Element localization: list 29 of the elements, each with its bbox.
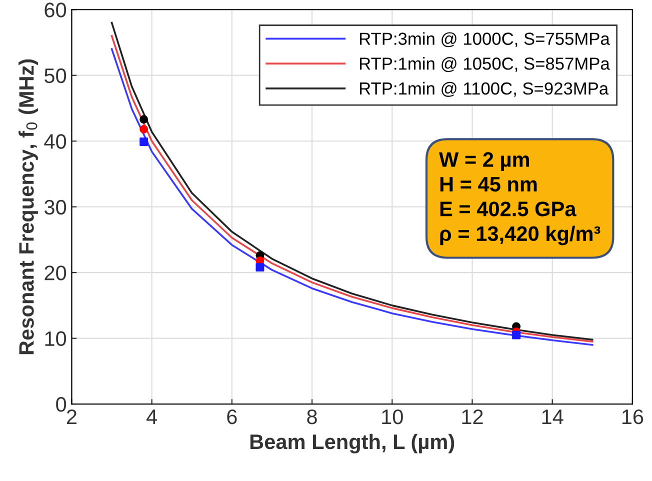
x-tick-label: 2 (66, 409, 76, 424)
legend-label: RTP:3min @ 1000C, S=755MPa (360, 32, 610, 48)
y-tick-label: 0 (56, 397, 66, 412)
x-tick-label: 16 (622, 409, 644, 424)
x-tick-label: 8 (307, 409, 317, 424)
point (512, 330, 521, 340)
point (140, 138, 148, 146)
x-tick-label: 4 (146, 410, 158, 424)
y-axis-title: Resonant Frequency, f$_{0}$ (MHz) (18, 59, 38, 354)
y-tick-label: 20 (44, 266, 66, 280)
legend-label: RTP:1min @ 1100C, S=923MPa (360, 82, 609, 97)
point (256, 263, 264, 272)
x-axis-title: Beam Length, L (µm) (250, 434, 454, 454)
x-tick-label: 10 (382, 409, 403, 424)
x-tick-label: 14 (542, 410, 564, 424)
y-tick-label: 30 (44, 200, 66, 215)
point (140, 125, 148, 134)
y-tick-label: 10 (45, 331, 66, 346)
x-tick-label: 12 (462, 409, 483, 424)
legend-label: RTP:1min @ 1050C, S=857MPa (360, 57, 610, 72)
y-tick-label: 60 (44, 2, 66, 18)
y-tick-label: 40 (44, 134, 66, 149)
annotation: E = 402.5 GPa (440, 202, 576, 216)
annotation: H = 45 nm (440, 177, 537, 192)
point (140, 115, 148, 124)
x-tick-label: 6 (227, 409, 237, 424)
annotation: W = 2 µm (439, 152, 530, 172)
y-tick-label: 50 (44, 68, 66, 84)
annotation: ρ = 13,420 kg/m³ (440, 226, 600, 246)
